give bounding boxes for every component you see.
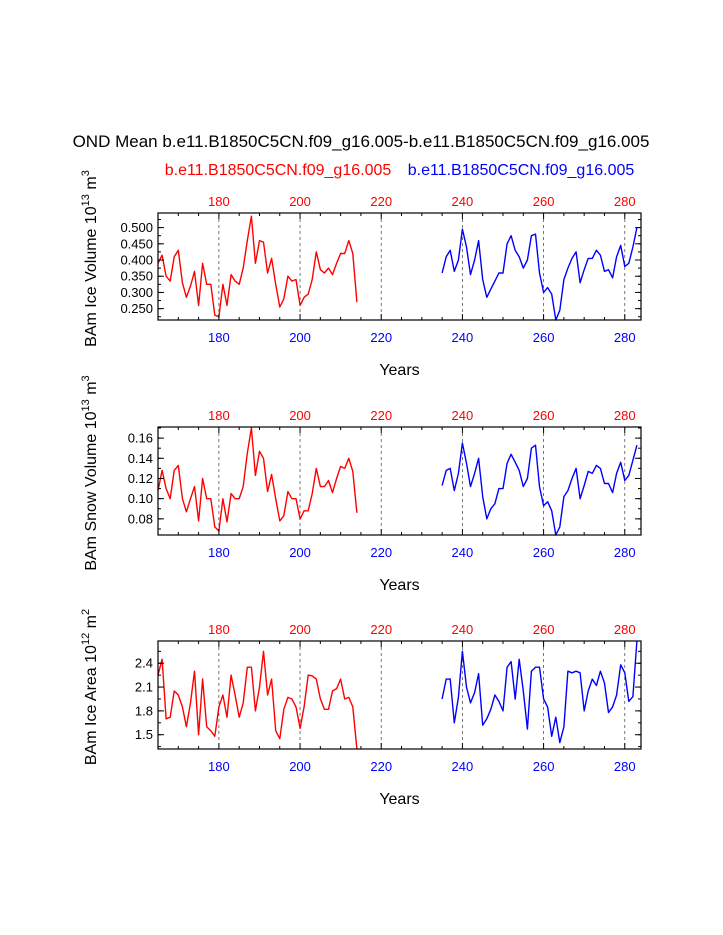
top-tick-label: 280 [614,408,636,423]
bottom-tick-label: 280 [614,759,636,774]
plot-frame [157,212,642,321]
legend-left-series-name: b.e11.B1850C5CN.f09_g16.005 [165,162,392,179]
y-axis-title-text: BAm Ice Area 10 [83,645,100,765]
top-tick-label: 180 [208,622,230,637]
x-axis-title: Years [379,362,419,379]
y-tick-label: 0.14 [128,451,153,466]
series-line-right [441,442,638,536]
y-axis-title-text: BAm Ice Volume 10 [83,206,100,347]
bottom-tick-label: 280 [614,545,636,560]
y-tick-label: 0.350 [120,269,153,284]
series-line-left [157,650,358,750]
panel-3: 1.5 1.8 2.1 2.4 180 200 220 240 260 280 180 200 220 2… [80,609,642,808]
bottom-tick-label: 200 [289,759,311,774]
y-tick-label: 2.1 [135,680,153,695]
top-tick-label: 260 [533,194,555,209]
top-tick-label: 180 [208,408,230,423]
top-tick-label: 240 [452,194,474,209]
y-axis-title-unit-exponent: 3 [80,170,92,176]
y-tick-label: 0.450 [120,236,153,251]
y-axis-title-unit: m [83,176,100,194]
legend-right-series-name: b.e11.B1850C5CN.f09_g16.005 [408,162,635,179]
top-tick-label: 220 [370,194,392,209]
y-axis-title-unit: m [83,381,100,399]
y-axis-title: BAm Ice Volume 1013 m3 [80,170,100,347]
y-tick-label: 0.08 [128,511,153,526]
y-axis-title-exponent: 12 [80,633,92,645]
y-tick-label: 1.5 [135,727,153,742]
bottom-tick-label: 200 [289,330,311,345]
y-tick-label: 0.16 [128,431,153,446]
y-axis-title-text: BAm Snow Volume 10 [83,411,100,570]
top-tick-label: 220 [370,622,392,637]
y-tick-label: 0.250 [120,301,153,316]
series-line-right [441,640,638,744]
y-tick-label: 2.4 [135,656,153,671]
top-tick-label: 280 [614,194,636,209]
panel-2: 0.08 0.10 0.12 0.14 0.16 180 200 220 240 260 280 18… [80,375,642,594]
y-axis-title: BAm Ice Area 1012 m2 [80,609,100,765]
bottom-tick-label: 200 [289,545,311,560]
bottom-tick-label: 220 [370,330,392,345]
top-tick-label: 200 [289,622,311,637]
top-tick-label: 260 [533,622,555,637]
y-tick-label: 0.12 [128,471,153,486]
y-axis-title-exponent: 13 [80,194,92,206]
y-axis-title: BAm Snow Volume 1013 m3 [80,375,100,570]
top-tick-label: 260 [533,408,555,423]
y-axis-title-unit: m [83,615,100,633]
y-axis-title-unit-exponent: 3 [80,375,92,381]
top-tick-label: 280 [614,622,636,637]
plot-frame [157,640,642,750]
bottom-tick-label: 240 [452,759,474,774]
x-axis-title: Years [379,577,419,594]
bottom-tick-label: 180 [208,759,230,774]
y-tick-label: 1.8 [135,703,153,718]
plot-frame [157,426,642,536]
y-tick-label: 0.300 [120,285,153,300]
series-line-left [157,215,358,318]
bottom-tick-label: 220 [370,759,392,774]
bottom-tick-label: 220 [370,545,392,560]
y-tick-label: 0.10 [128,491,153,506]
series-line-right [441,227,638,321]
bottom-tick-label: 180 [208,330,230,345]
y-axis-title-exponent: 13 [80,399,92,411]
x-axis-title: Years [379,791,419,808]
bottom-tick-label: 240 [452,330,474,345]
y-tick-label: 0.400 [120,253,153,268]
top-tick-label: 220 [370,408,392,423]
y-axis-title-unit-exponent: 2 [80,609,92,615]
bottom-tick-label: 260 [533,759,555,774]
bottom-tick-label: 260 [533,330,555,345]
bottom-tick-label: 180 [208,545,230,560]
bottom-tick-label: 240 [452,545,474,560]
top-tick-label: 240 [452,622,474,637]
series-line-left [157,427,358,532]
top-tick-label: 240 [452,408,474,423]
top-tick-label: 200 [289,408,311,423]
bottom-tick-label: 260 [533,545,555,560]
top-tick-label: 200 [289,194,311,209]
bottom-tick-label: 280 [614,330,636,345]
y-tick-label: 0.500 [120,220,153,235]
chart-title: OND Mean b.e11.B1850C5CN.f09_g16.005-b.e… [73,132,650,151]
top-tick-label: 180 [208,194,230,209]
